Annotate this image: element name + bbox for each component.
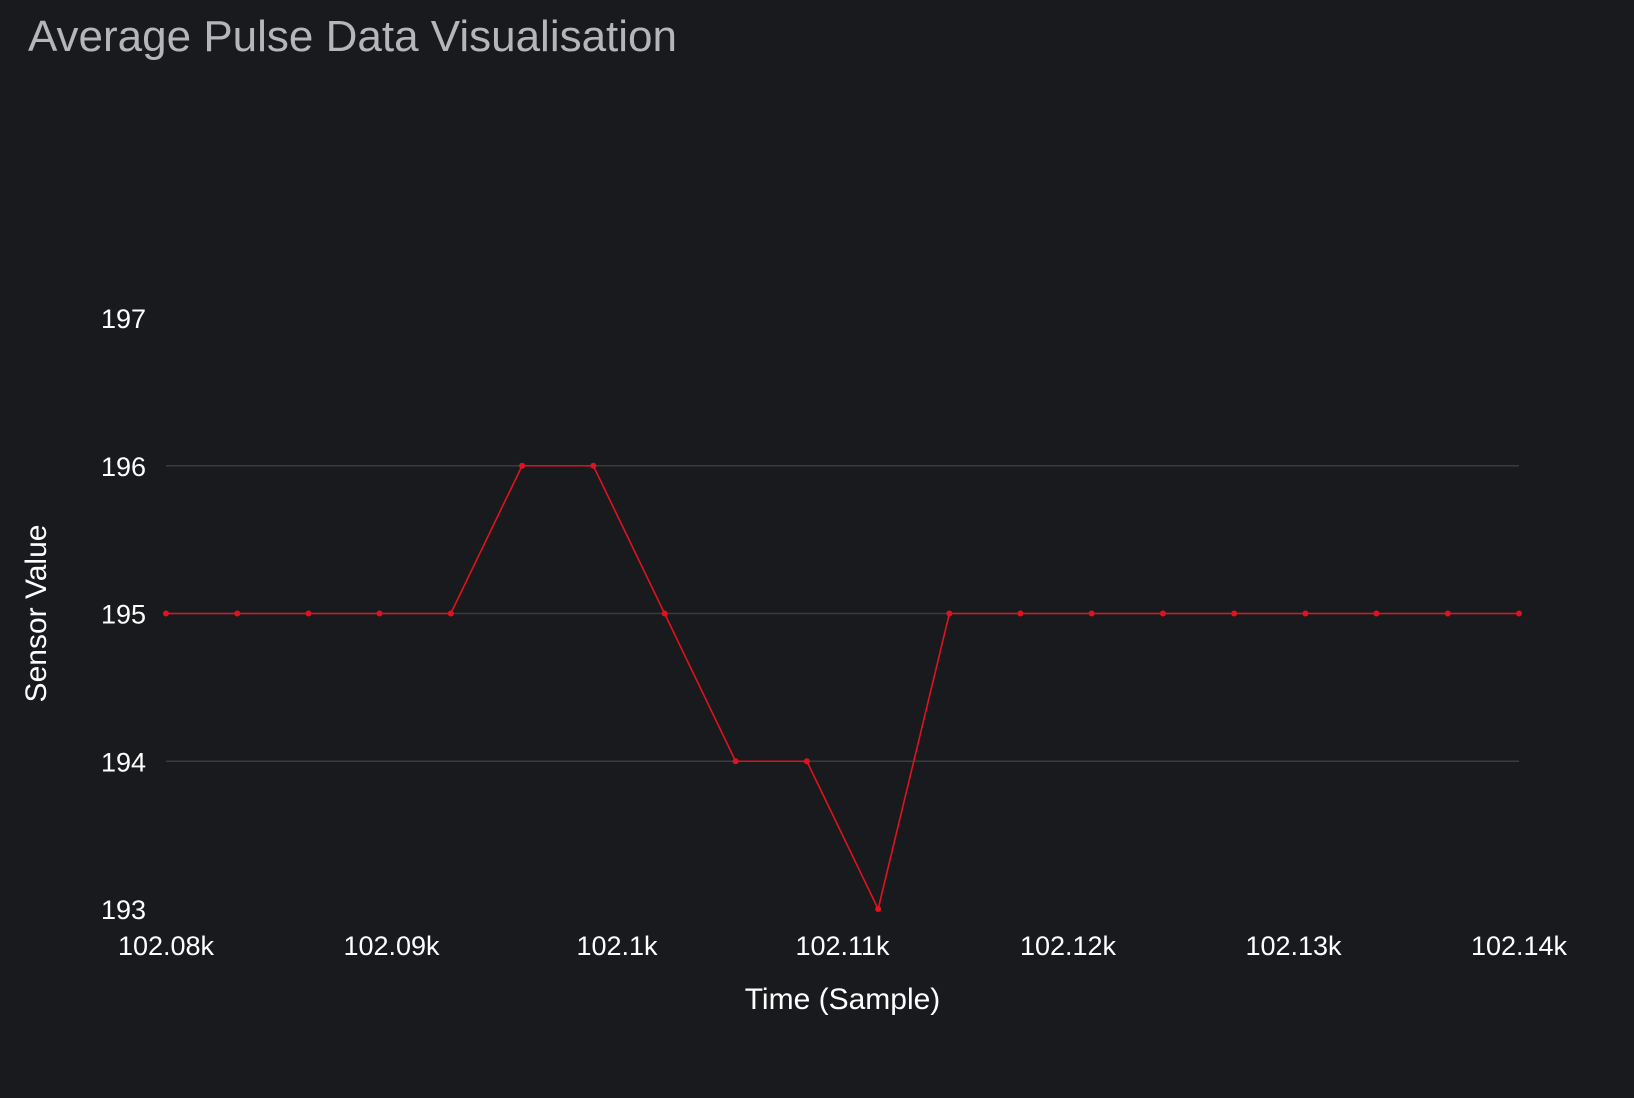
- panel-title: Average Pulse Data Visualisation: [28, 12, 677, 61]
- data-point: [1516, 610, 1522, 617]
- y-tick-label: 193: [101, 895, 146, 925]
- series-line: [166, 464, 1519, 912]
- x-tick-label: 102.12k: [1020, 931, 1117, 961]
- x-tick-label: 102.09k: [343, 931, 440, 961]
- data-point: [732, 758, 739, 765]
- data-point: [875, 906, 882, 912]
- series-group: [163, 462, 1522, 912]
- x-tick-label: 102.13k: [1245, 931, 1342, 961]
- x-tick-label: 102.1k: [576, 931, 658, 961]
- data-point: [376, 610, 383, 617]
- x-tick-label: 102.08k: [118, 931, 215, 961]
- y-tick-label: 195: [101, 600, 146, 630]
- data-point: [234, 610, 241, 617]
- data-point: [803, 758, 810, 765]
- data-point: [1444, 610, 1451, 617]
- y-tick-label: 196: [101, 452, 146, 482]
- data-point: [946, 610, 953, 617]
- data-point: [519, 462, 526, 469]
- x-axis-ticks: 102.08k 102.09k 102.1k 102.11k 102.12k 102.13…: [118, 931, 1568, 961]
- y-axis-title: Sensor Value: [20, 525, 53, 703]
- data-point: [305, 610, 312, 617]
- data-point: [1088, 610, 1095, 617]
- data-point: [447, 610, 454, 617]
- y-tick-label: 194: [101, 747, 146, 777]
- data-point: [1159, 610, 1166, 617]
- data-point: [590, 462, 597, 469]
- data-point: [1373, 610, 1380, 617]
- data-point: [1302, 610, 1309, 617]
- x-axis-title: Time (Sample): [745, 983, 941, 1016]
- x-tick-label: 102.14k: [1471, 931, 1568, 961]
- x-tick-label: 102.11k: [795, 931, 890, 961]
- data-point: [163, 610, 169, 617]
- data-point: [661, 610, 668, 617]
- y-axis-ticks: 193 194 195 196 197: [101, 304, 146, 925]
- data-point: [1231, 610, 1238, 617]
- data-point: [1017, 610, 1024, 617]
- y-tick-label: 197: [101, 304, 146, 334]
